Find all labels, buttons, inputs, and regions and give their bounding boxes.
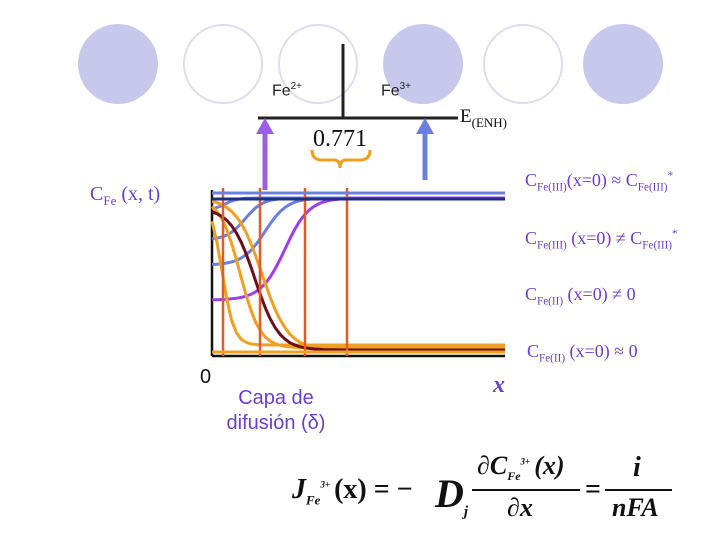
fe3-profile-2 [211,196,505,241]
fe3-charge: 3+ [399,81,411,92]
condition-2: CFe(III) (x=0) ≠ CFe(III)* [525,228,678,252]
origin-zero: 0 [200,366,212,388]
fe3-base: Fe [381,82,400,100]
decor-circle-2 [183,24,263,104]
condition-3-mid: (x=0) ≠ 0 [563,284,636,304]
potential-axis-label: E(ENH) [460,106,507,131]
condition-4-mid: (x=0) ≈ 0 [565,341,638,361]
condition-1-mid: (x=0) ≈ C [566,170,638,190]
condition-2-mid: (x=0) ≠ C [566,228,643,248]
c-args: (x, t) [116,183,161,205]
c-sub: Fe [103,193,117,208]
profile-dark-red [211,210,505,352]
condition-2-sub2: Fe(III) [642,239,673,252]
x-axis-label: x [493,372,505,398]
condition-1-sub2: Fe(III) [637,181,668,194]
condition-1: CFe(III)(x=0) ≈ CFe(III)* [525,170,673,194]
fe2-charge: 2+ [290,81,302,92]
condition-3-sub1: Fe(II) [537,295,564,308]
e-base: E [460,106,472,127]
decor-circle-1 [78,24,158,104]
fe2-label: Fe2+ [272,81,302,100]
condition-1-end: * [667,170,674,182]
fe2-arrow [256,118,274,190]
condition-4: CFe(II) (x=0) ≈ 0 [527,341,638,365]
condition-3: CFe(II) (x=0) ≠ 0 [525,284,636,308]
decor-circle-3 [278,24,358,104]
decor-circle-5 [483,24,563,104]
fe2-profile-3 [211,199,505,352]
decor-circle-6 [583,24,663,104]
condition-2-sub1: Fe(III) [537,239,567,252]
fe3-arrow [416,118,434,180]
diffusion-layer-line1: Capa de [238,387,314,409]
fe2-base: Fe [272,82,291,100]
condition-1-c: C [525,170,538,190]
e-sub: (ENH) [471,114,507,130]
condition-4-c: C [527,341,540,361]
diffusion-layer-label: Capa de difusión (δ) [214,386,338,436]
potential-brace [310,149,372,169]
condition-2-c: C [525,228,538,248]
condition-2-end: * [672,228,678,240]
concentration-axis-label: CFe (x, t) [90,183,160,209]
fe3-label: Fe3+ [381,81,411,100]
condition-4-sub1: Fe(II) [539,352,566,365]
diffusion-layer-line2: difusión (δ) [226,412,326,434]
potential-value: 0.771 [313,126,367,152]
condition-1-sub1: Fe(III) [537,181,567,194]
decor-circle-4 [383,24,463,104]
condition-3-c: C [525,284,538,304]
c-base: C [90,183,104,205]
